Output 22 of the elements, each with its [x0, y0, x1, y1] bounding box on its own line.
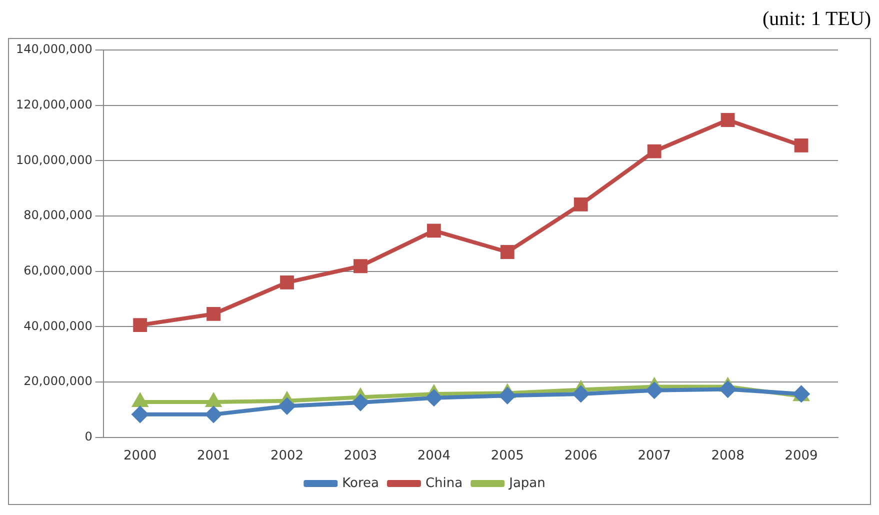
x-tick-label: 2009 — [784, 448, 818, 464]
y-tick-label: 20,000,000 — [24, 374, 92, 388]
y-tick-label: 0 — [84, 430, 92, 444]
x-tick-label: 2001 — [196, 448, 230, 464]
x-tick-label: 2002 — [270, 448, 304, 464]
y-tick-label: 120,000,000 — [16, 97, 92, 112]
legend-label: Korea — [342, 476, 379, 491]
y-tick-label: 60,000,000 — [24, 263, 92, 278]
x-tick-label: 2007 — [638, 448, 671, 464]
x-tick-label: 2004 — [417, 448, 450, 464]
text: (unit: 1 TEU) — [761, 8, 871, 32]
x-tick-label: 2008 — [711, 448, 744, 464]
y-tick-label: 100,000,000 — [16, 152, 92, 167]
y-tick-label: 140,000,000 — [16, 42, 92, 56]
x-tick-label: 2003 — [344, 448, 378, 464]
x-tick-label: 2000 — [124, 448, 157, 464]
y-tick-label: 80,000,000 — [24, 208, 92, 222]
x-tick-label: 2005 — [490, 448, 524, 464]
legend-label: China — [425, 476, 463, 491]
x-tick-label: 2006 — [564, 448, 598, 464]
legend-label: Japan — [508, 476, 546, 491]
y-tick-label: 40,000,000 — [24, 318, 92, 333]
